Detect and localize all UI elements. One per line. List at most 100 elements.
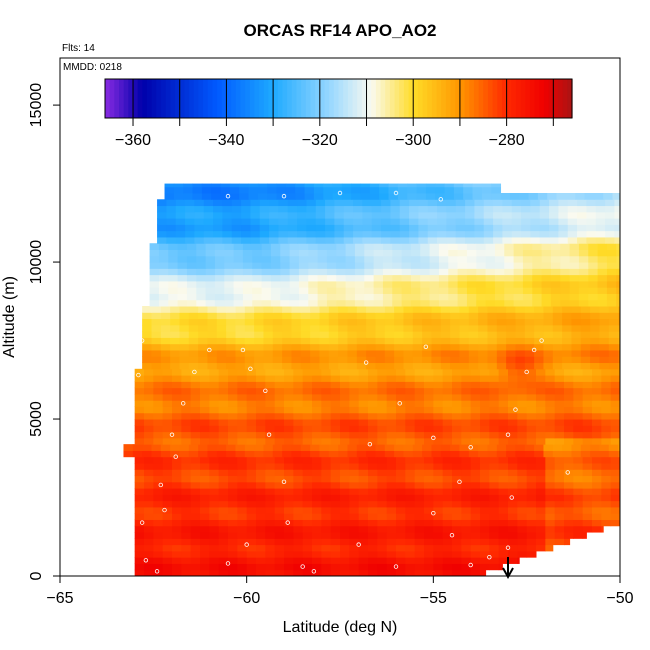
heatmap-cell bbox=[358, 431, 369, 439]
heatmap-cell bbox=[573, 431, 584, 439]
heatmap-cell bbox=[368, 569, 378, 577]
heatmap-cell bbox=[459, 349, 470, 357]
heatmap-cell bbox=[203, 205, 214, 213]
heatmap-cell bbox=[356, 450, 367, 458]
heatmap-cell bbox=[216, 343, 227, 351]
heatmap-cell bbox=[265, 431, 276, 439]
heatmap-cell bbox=[237, 393, 248, 401]
heatmap-cell bbox=[427, 211, 438, 219]
heatmap-cell bbox=[424, 456, 434, 464]
heatmap-cell bbox=[465, 224, 475, 232]
heatmap-cell bbox=[358, 469, 369, 477]
heatmap-cell bbox=[134, 538, 145, 546]
heatmap-cell bbox=[185, 224, 195, 232]
heatmap-cell bbox=[543, 331, 554, 338]
x-tick-label: −65 bbox=[46, 590, 73, 607]
heatmap-cell bbox=[200, 406, 210, 414]
heatmap-cell bbox=[291, 362, 302, 370]
heatmap-cell bbox=[401, 293, 412, 301]
heatmap-cell bbox=[340, 425, 350, 433]
heatmap-cell bbox=[295, 186, 306, 194]
heatmap-cell bbox=[293, 425, 304, 433]
heatmap-cell bbox=[347, 331, 358, 338]
heatmap-cell bbox=[188, 349, 199, 357]
heatmap-cell bbox=[586, 230, 597, 238]
heatmap-cell bbox=[461, 437, 472, 445]
heatmap-cell bbox=[552, 306, 563, 313]
heatmap-cell bbox=[293, 406, 304, 414]
heatmap-cell bbox=[149, 262, 160, 269]
heatmap-cell bbox=[293, 475, 304, 483]
heatmap-cell bbox=[349, 393, 360, 401]
heatmap-cell bbox=[256, 456, 266, 464]
heatmap-cell bbox=[515, 349, 526, 357]
heatmap-cell bbox=[605, 199, 615, 207]
heatmap-cell bbox=[582, 400, 593, 407]
heatmap-cell bbox=[246, 437, 257, 445]
heatmap-cell bbox=[582, 525, 593, 533]
heatmap-cell bbox=[539, 218, 550, 225]
heatmap-cell bbox=[170, 331, 180, 338]
heatmap-cell bbox=[358, 550, 369, 558]
heatmap-cell bbox=[338, 324, 348, 332]
heatmap-cell bbox=[218, 569, 229, 577]
heatmap-cell bbox=[209, 387, 220, 395]
heatmap-cell bbox=[233, 268, 244, 276]
heatmap-cell bbox=[340, 494, 350, 502]
heatmap-cell bbox=[265, 519, 276, 527]
heatmap-cell bbox=[599, 450, 610, 458]
heatmap-cell bbox=[386, 419, 397, 426]
heatmap-cell bbox=[149, 268, 160, 276]
heatmap-cell bbox=[265, 400, 276, 407]
heatmap-cell bbox=[377, 419, 388, 426]
heatmap-cell bbox=[560, 249, 571, 257]
colorbar-cell bbox=[506, 79, 512, 118]
heatmap-cell bbox=[200, 456, 210, 464]
heatmap-cell bbox=[310, 312, 320, 320]
heatmap-cell bbox=[340, 550, 350, 558]
heatmap-cell bbox=[284, 494, 294, 502]
heatmap-cell bbox=[405, 425, 416, 433]
heatmap-cell bbox=[480, 563, 490, 571]
heatmap-cell bbox=[554, 469, 565, 477]
heatmap-cell bbox=[414, 569, 425, 577]
heatmap-cell bbox=[349, 412, 360, 420]
heatmap-cell bbox=[562, 349, 572, 357]
heatmap-cell bbox=[237, 544, 248, 552]
heatmap-cell bbox=[172, 381, 182, 389]
heatmap-cell bbox=[446, 211, 457, 219]
heatmap-cell bbox=[349, 506, 360, 514]
heatmap-cell bbox=[259, 236, 270, 244]
heatmap-cell bbox=[474, 224, 485, 232]
heatmap-cell bbox=[293, 488, 304, 495]
heatmap-cell bbox=[522, 299, 533, 307]
heatmap-cell bbox=[368, 557, 378, 564]
heatmap-cell bbox=[312, 419, 322, 426]
heatmap-cell bbox=[284, 462, 294, 470]
heatmap-cell bbox=[409, 230, 419, 238]
heatmap-cell bbox=[498, 557, 509, 564]
heatmap-cell bbox=[489, 469, 500, 477]
heatmap-cell bbox=[194, 211, 205, 219]
heatmap-cell bbox=[224, 255, 235, 263]
colorbar-cell bbox=[305, 79, 312, 118]
heatmap-cell bbox=[242, 280, 253, 288]
heatmap-cell bbox=[349, 538, 360, 546]
heatmap-cell bbox=[142, 444, 152, 451]
heatmap-cell bbox=[228, 412, 238, 420]
heatmap-cell bbox=[231, 224, 242, 232]
heatmap-cell bbox=[246, 469, 257, 477]
heatmap-cell bbox=[228, 481, 238, 489]
heatmap-cell bbox=[382, 243, 393, 250]
heatmap-cell bbox=[153, 488, 164, 495]
heatmap-cell bbox=[498, 544, 509, 552]
heatmap-cell bbox=[601, 519, 612, 527]
heatmap-cell bbox=[403, 450, 414, 458]
heatmap-cell bbox=[274, 557, 285, 564]
heatmap-cell bbox=[414, 519, 425, 527]
heatmap-cell bbox=[280, 299, 291, 307]
heatmap-cell bbox=[328, 450, 339, 458]
heatmap-cell bbox=[461, 494, 472, 502]
heatmap-cell bbox=[200, 519, 210, 527]
heatmap-cell bbox=[440, 306, 451, 313]
